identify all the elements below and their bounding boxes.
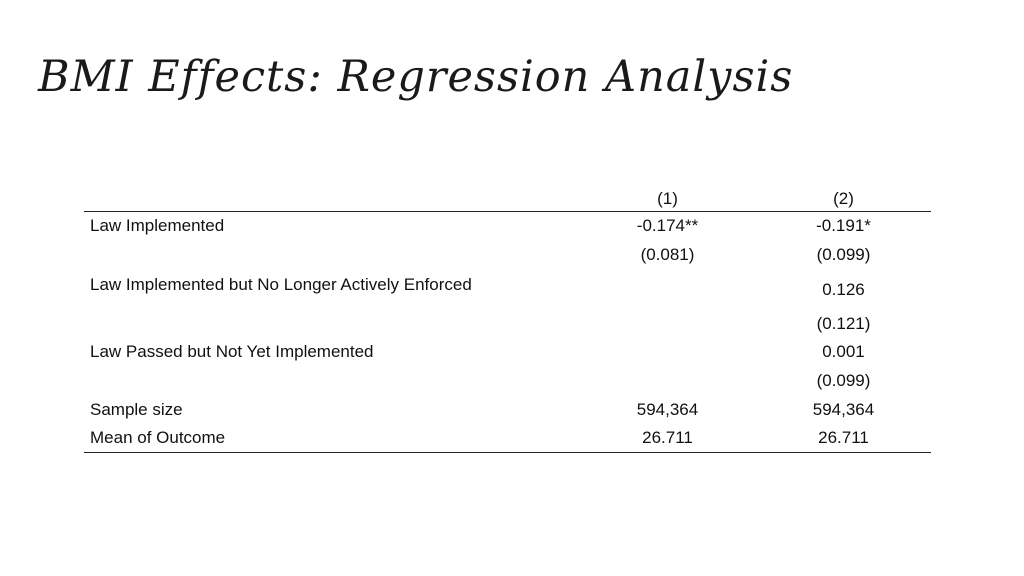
mean-outcome-col1: 26.711 xyxy=(579,424,756,453)
coefficient-col2: -0.191* xyxy=(816,216,871,235)
coefficient-col1 xyxy=(579,338,756,366)
column-header-2: (2) xyxy=(756,186,931,212)
std-error-col1 xyxy=(579,310,756,338)
row-label: Sample size xyxy=(90,400,183,419)
sample-size-col1: 594,364 xyxy=(636,400,699,419)
table-row-not-yet-implemented-se: (0.099) xyxy=(84,366,931,396)
std-error-col2: (0.099) xyxy=(816,371,871,390)
mean-outcome-col2: 26.711 xyxy=(756,424,931,453)
table-header-row: (1) (2) xyxy=(84,186,931,212)
std-error-col1: (0.081) xyxy=(640,245,695,264)
std-error-col2: (0.121) xyxy=(816,314,871,333)
coefficient-col2: 0.001 xyxy=(822,342,865,361)
row-label: Law Implemented but No Longer Actively E… xyxy=(90,275,472,294)
table-row-law-implemented: Law Implemented -0.174** -0.191* xyxy=(84,212,931,241)
row-label: Mean of Outcome xyxy=(84,424,579,453)
row-label: Law Passed but Not Yet Implemented xyxy=(90,342,374,361)
row-label: Law Implemented xyxy=(90,216,225,235)
column-header-1: (1) xyxy=(579,186,756,212)
coefficient-col2: 0.126 xyxy=(822,280,865,299)
row-label xyxy=(84,310,579,338)
table-row-no-longer-enforced-se: (0.121) xyxy=(84,310,931,338)
column-header-label xyxy=(84,186,579,212)
row-label xyxy=(84,366,579,396)
std-error-col1 xyxy=(579,366,756,396)
table-row-no-longer-enforced: Law Implemented but No Longer Actively E… xyxy=(84,270,931,310)
table-row-not-yet-implemented: Law Passed but Not Yet Implemented 0.001 xyxy=(84,338,931,366)
coefficient-col1 xyxy=(579,270,756,310)
regression-table-container: (1) (2) Law Implemented -0.174** -0.191*… xyxy=(84,186,931,453)
row-label xyxy=(84,240,579,270)
slide-title: BMI Effects: Regression Analysis xyxy=(38,52,794,102)
std-error-col2: (0.099) xyxy=(816,245,871,264)
table-row-sample-size: Sample size 594,364 594,364 xyxy=(84,396,931,424)
sample-size-col2: 594,364 xyxy=(812,400,875,419)
table-row-mean-outcome: Mean of Outcome 26.711 26.711 xyxy=(84,424,931,453)
regression-table: (1) (2) Law Implemented -0.174** -0.191*… xyxy=(84,186,931,453)
coefficient-col1: -0.174** xyxy=(636,216,699,235)
table-row-law-implemented-se: (0.081) (0.099) xyxy=(84,240,931,270)
